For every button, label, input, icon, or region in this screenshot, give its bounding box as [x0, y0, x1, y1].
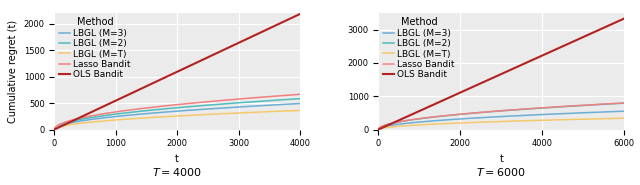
LBGL (M=3): [289, 103, 296, 105]
LBGL (M=3): [170, 110, 178, 112]
Lasso Bandit: [163, 105, 171, 107]
OLS Bandit: [494, 74, 502, 77]
Lasso Bandit: [387, 122, 395, 125]
Lasso Bandit: [289, 94, 296, 96]
Line: LBGL (M=T): LBGL (M=T): [54, 110, 300, 129]
LBGL (M=3): [488, 116, 495, 118]
Lasso Bandit: [289, 94, 296, 96]
LBGL (M=3): [63, 122, 71, 125]
Line: OLS Bandit: OLS Bandit: [378, 19, 624, 130]
LBGL (M=2): [374, 128, 382, 130]
Line: LBGL (M=2): LBGL (M=2): [378, 103, 624, 129]
OLS Bandit: [613, 21, 621, 23]
LBGL (M=3): [620, 110, 628, 112]
LBGL (M=2): [289, 98, 296, 100]
LBGL (M=3): [51, 128, 58, 130]
LBGL (M=3): [494, 116, 502, 118]
Lasso Bandit: [63, 120, 71, 123]
Line: Lasso Bandit: Lasso Bandit: [54, 94, 300, 129]
LBGL (M=3): [244, 105, 252, 107]
Text: $T = 4000$: $T = 4000$: [152, 166, 202, 178]
X-axis label: t: t: [175, 154, 179, 164]
LBGL (M=T): [488, 121, 495, 123]
LBGL (M=T): [374, 128, 382, 130]
OLS Bandit: [163, 75, 171, 78]
Lasso Bandit: [620, 102, 628, 104]
OLS Bandit: [289, 16, 296, 18]
LBGL (M=3): [374, 128, 382, 130]
LBGL (M=3): [613, 110, 621, 112]
LBGL (M=3): [163, 111, 171, 113]
OLS Bandit: [63, 122, 71, 125]
LBGL (M=2): [613, 102, 621, 105]
LBGL (M=T): [289, 110, 296, 112]
OLS Bandit: [613, 21, 621, 23]
Line: LBGL (M=3): LBGL (M=3): [54, 104, 300, 129]
LBGL (M=T): [244, 111, 252, 114]
OLS Bandit: [620, 18, 628, 20]
OLS Bandit: [568, 41, 575, 43]
Line: Lasso Bandit: Lasso Bandit: [378, 103, 624, 129]
Line: LBGL (M=T): LBGL (M=T): [378, 118, 624, 129]
LBGL (M=2): [613, 102, 621, 105]
OLS Bandit: [244, 37, 252, 40]
OLS Bandit: [51, 128, 58, 131]
LBGL (M=T): [613, 117, 621, 120]
LBGL (M=T): [170, 115, 178, 117]
LBGL (M=2): [170, 107, 178, 109]
Lasso Bandit: [51, 128, 58, 130]
Legend: LBGL (M=3), LBGL (M=2), LBGL (M=T), Lasso Bandit, OLS Bandit: LBGL (M=3), LBGL (M=2), LBGL (M=T), Lass…: [57, 16, 132, 81]
Lasso Bandit: [613, 102, 621, 104]
LBGL (M=2): [63, 121, 71, 124]
Lasso Bandit: [296, 93, 304, 95]
LBGL (M=2): [494, 110, 502, 112]
LBGL (M=3): [568, 112, 575, 114]
LBGL (M=2): [568, 105, 575, 107]
LBGL (M=T): [387, 126, 395, 128]
LBGL (M=2): [620, 102, 628, 104]
Lasso Bandit: [568, 105, 575, 107]
X-axis label: t: t: [499, 154, 503, 164]
LBGL (M=T): [620, 117, 628, 119]
OLS Bandit: [488, 77, 495, 80]
LBGL (M=T): [613, 117, 621, 120]
LBGL (M=3): [296, 102, 304, 105]
OLS Bandit: [387, 123, 395, 125]
OLS Bandit: [289, 16, 296, 18]
LBGL (M=3): [613, 110, 621, 112]
LBGL (M=T): [163, 115, 171, 118]
OLS Bandit: [296, 13, 304, 15]
Legend: LBGL (M=3), LBGL (M=2), LBGL (M=T), Lasso Bandit, OLS Bandit: LBGL (M=3), LBGL (M=2), LBGL (M=T), Lass…: [381, 16, 457, 81]
LBGL (M=2): [51, 128, 58, 130]
Line: OLS Bandit: OLS Bandit: [54, 14, 300, 130]
Line: LBGL (M=2): LBGL (M=2): [54, 99, 300, 129]
LBGL (M=2): [296, 97, 304, 100]
LBGL (M=2): [387, 122, 395, 125]
Lasso Bandit: [374, 128, 382, 130]
Line: LBGL (M=3): LBGL (M=3): [378, 111, 624, 129]
Lasso Bandit: [244, 97, 252, 99]
LBGL (M=T): [289, 110, 296, 112]
OLS Bandit: [374, 128, 382, 131]
Lasso Bandit: [613, 102, 621, 105]
Y-axis label: Cumulative regret (t): Cumulative regret (t): [8, 20, 18, 123]
OLS Bandit: [170, 72, 178, 74]
LBGL (M=T): [51, 128, 58, 130]
LBGL (M=T): [63, 124, 71, 126]
LBGL (M=2): [289, 98, 296, 100]
LBGL (M=3): [387, 124, 395, 127]
LBGL (M=T): [494, 120, 502, 123]
LBGL (M=T): [568, 118, 575, 121]
LBGL (M=T): [296, 109, 304, 112]
Lasso Bandit: [488, 110, 495, 113]
LBGL (M=3): [289, 103, 296, 105]
LBGL (M=2): [488, 111, 495, 113]
Text: $T = 6000$: $T = 6000$: [476, 166, 526, 178]
LBGL (M=2): [244, 101, 252, 103]
LBGL (M=2): [163, 107, 171, 110]
Lasso Bandit: [494, 110, 502, 112]
Lasso Bandit: [170, 104, 178, 106]
